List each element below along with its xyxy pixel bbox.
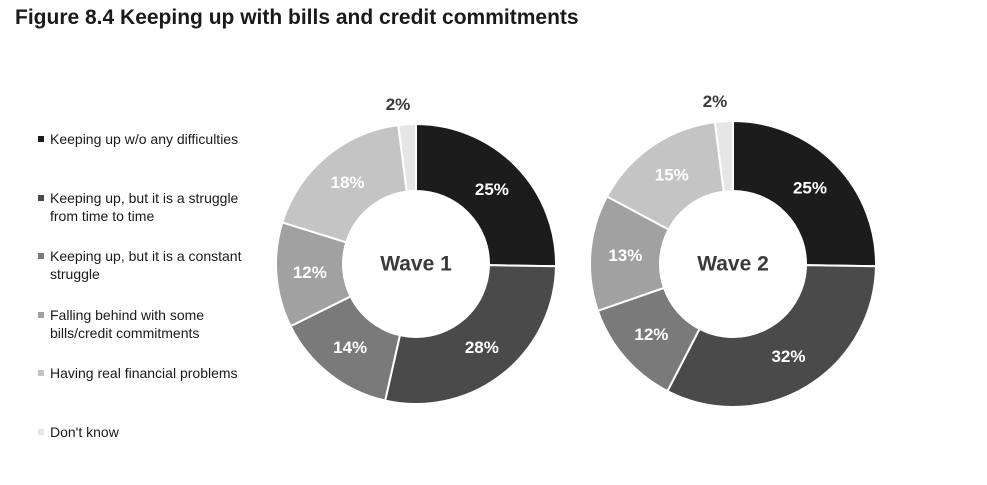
slice-dont-know (713, 119, 734, 193)
data-label-constant-struggle: 14% (333, 338, 367, 357)
legend-item-dont-know: Don't know (38, 423, 278, 441)
slice-no-difficulties (415, 122, 557, 268)
legend-label: Keeping up, but it is a constant (50, 248, 242, 264)
legend-label: struggle (50, 266, 100, 282)
data-label-no-difficulties: 25% (793, 179, 827, 198)
data-label-dont-know: 2% (386, 95, 411, 114)
data-label-falling-behind: 12% (293, 263, 327, 282)
legend-item-struggle-sometimes: Keeping up, but it is a struggle from ti… (38, 189, 278, 225)
slice-struggle-sometimes (383, 264, 557, 405)
donut-wave-1: 25% 28% 14% 12% 18% 2% Wave 1 (275, 95, 557, 405)
legend-swatch (38, 312, 44, 318)
donut-center-label: Wave 1 (380, 253, 452, 276)
legend-swatch (38, 136, 44, 142)
data-label-dont-know: 2% (703, 92, 728, 111)
data-label-struggle-sometimes: 32% (771, 347, 805, 366)
data-label-real-problems: 18% (331, 173, 365, 192)
legend-label: Falling behind with some (50, 307, 205, 323)
slice-struggle-sometimes (666, 264, 877, 408)
data-label-no-difficulties: 25% (475, 180, 509, 199)
legend-item-constant-struggle: Keeping up, but it is a constant struggl… (38, 247, 278, 283)
chart-title: Figure 8.4 Keeping up with bills and cre… (15, 6, 579, 29)
legend-swatch (38, 429, 44, 435)
legend-swatch (38, 253, 44, 259)
data-label-falling-behind: 13% (608, 246, 642, 265)
data-label-constant-struggle: 12% (634, 325, 668, 344)
legend-swatch (38, 370, 44, 376)
donut-wave-2: 25% 32% 12% 13% 15% 2% Wave 2 (589, 92, 877, 408)
slice-dont-know (397, 122, 417, 193)
legend-label: Don't know (50, 424, 119, 440)
donut-center-label: Wave 2 (697, 253, 769, 276)
legend-label: Having real financial problems (50, 365, 238, 381)
legend-label: from time to time (50, 208, 155, 224)
legend-label: Keeping up, but it is a struggle (50, 190, 239, 206)
data-label-struggle-sometimes: 28% (465, 338, 499, 357)
data-label-real-problems: 15% (655, 166, 689, 185)
legend-label: Keeping up w/o any difficulties (50, 131, 239, 147)
legend-item-real-problems: Having real financial problems (38, 364, 278, 382)
legend-swatch (38, 195, 44, 201)
slice-no-difficulties (732, 119, 877, 268)
legend-item-falling-behind: Falling behind with some bills/credit co… (38, 306, 278, 342)
legend-item-no-difficulties: Keeping up w/o any difficulties (38, 130, 278, 148)
slice-real-problems (281, 124, 408, 244)
legend-label: bills/credit commitments (50, 325, 200, 341)
